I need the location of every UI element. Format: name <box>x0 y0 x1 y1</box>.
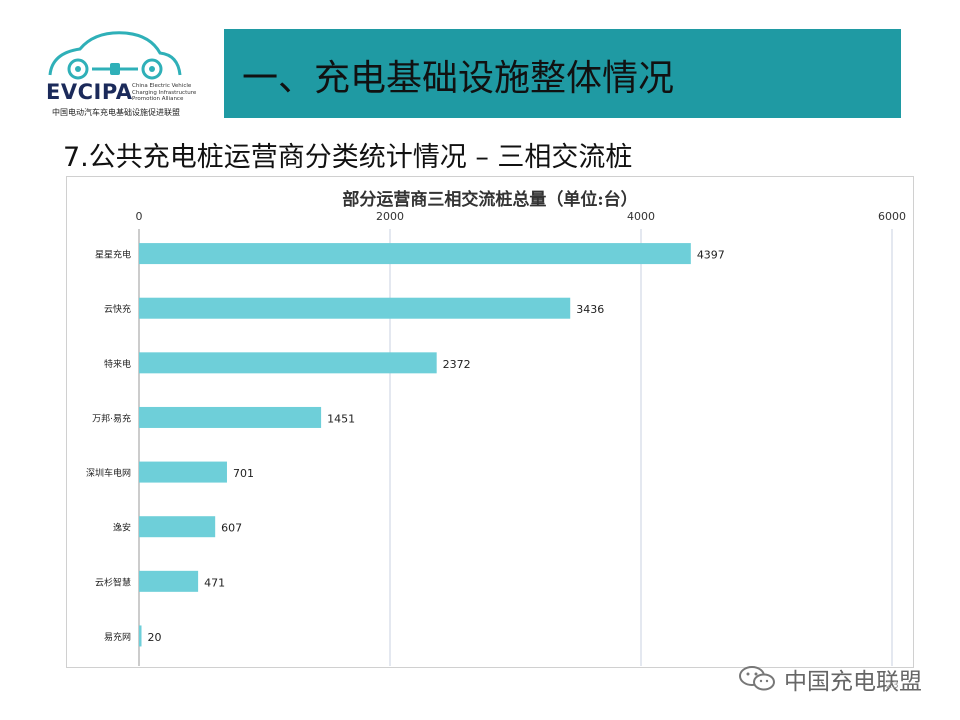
page-number: 23 <box>886 680 899 691</box>
data-label: 1451 <box>327 412 355 425</box>
data-label: 607 <box>221 522 242 535</box>
bar-chart: 0 2000 4000 6000 星星充电 4397 云快充 3436 特来电 2372 万邦·易充… <box>86 210 906 666</box>
x-tick-label: 6000 <box>878 210 906 223</box>
chart-frame: 部分运营商三相交流桩总量（单位:台） 0 2000 4000 6000 星星充电 4397… <box>66 176 914 668</box>
x-tick-label: 2000 <box>376 210 404 223</box>
header-bar: 一、充电基础设施整体情况 <box>224 29 901 118</box>
chart-title: 部分运营商三相交流桩总量（单位:台） <box>342 190 638 210</box>
category-label: 云快充 <box>104 303 131 315</box>
category-label: 云杉智慧 <box>95 576 131 588</box>
bar <box>139 461 227 483</box>
category-label: 逸安 <box>113 522 131 534</box>
car-plug-icon <box>48 31 182 80</box>
category-label: 万邦·易充 <box>92 412 131 424</box>
logo-tagline: China Electric Vehicle Charging Infrastr… <box>132 83 197 102</box>
category-label: 深圳车电网 <box>86 467 131 479</box>
wechat-icon <box>739 666 775 691</box>
data-label: 2372 <box>443 358 471 371</box>
bar <box>139 297 571 319</box>
bar <box>139 570 199 592</box>
bar <box>139 406 322 428</box>
x-tick-label: 0 <box>136 210 143 223</box>
data-label: 471 <box>204 576 225 589</box>
bar <box>139 516 216 538</box>
evcipa-logo <box>40 25 210 120</box>
category-label: 易充网 <box>104 631 131 643</box>
x-tick-label: 4000 <box>627 210 655 223</box>
data-label: 3436 <box>576 303 604 316</box>
category-label: 特来电 <box>104 358 131 370</box>
slide-subtitle: 7.公共充电桩运营商分类统计情况 – 三相交流桩 <box>63 142 633 173</box>
data-label: 20 <box>148 631 162 644</box>
page-title: 一、充电基础设施整体情况 <box>242 58 675 99</box>
logo-chinese-name: 中国电动汽车充电基础设施促进联盟 <box>52 108 180 117</box>
watermark-text: 中国充电联盟 <box>784 669 922 695</box>
logo-wordmark: EVCIPA <box>46 80 133 104</box>
bar <box>139 243 691 265</box>
data-label: 4397 <box>697 249 725 262</box>
data-label: 701 <box>233 467 254 480</box>
bar <box>139 352 437 374</box>
category-label: 星星充电 <box>95 249 131 261</box>
bar <box>139 625 142 647</box>
